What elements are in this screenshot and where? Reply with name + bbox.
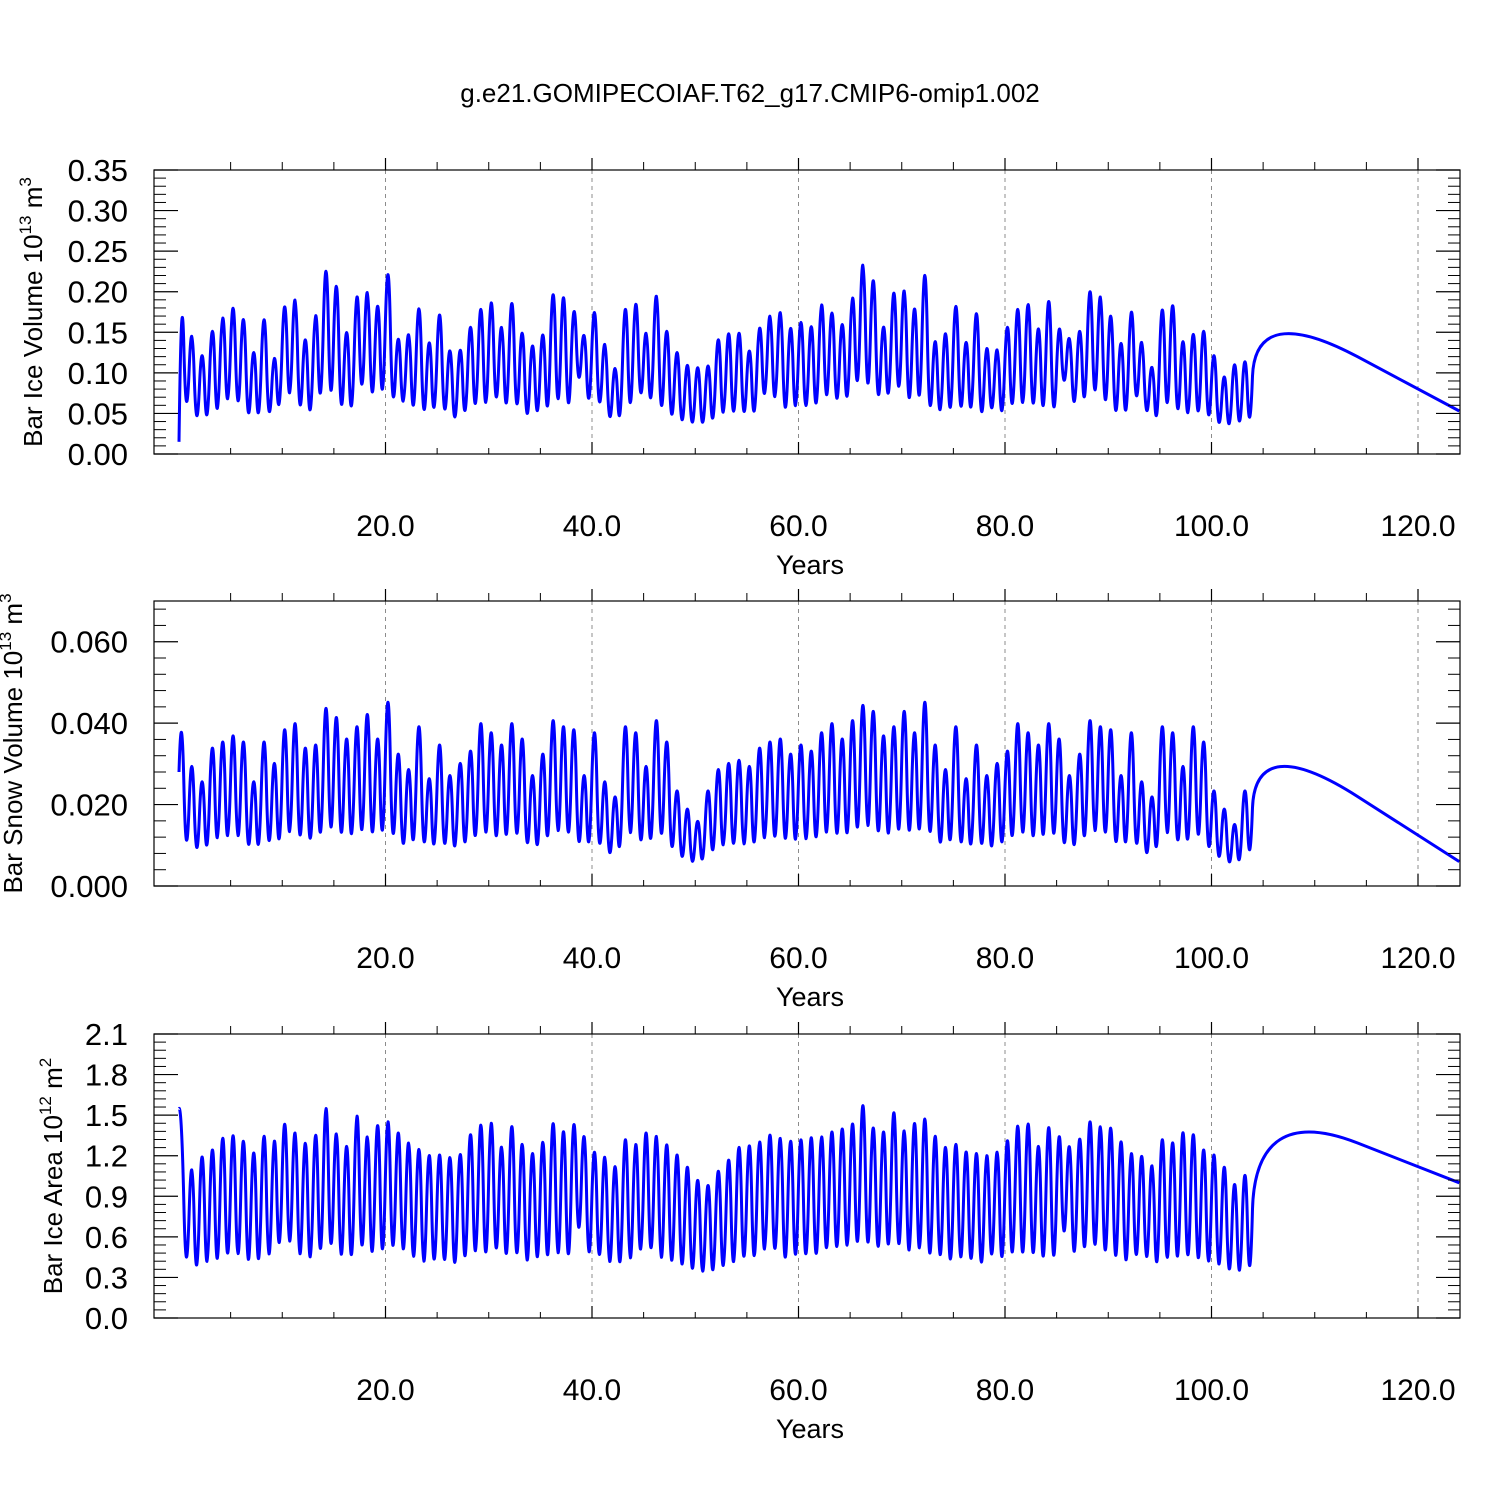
x-tick-label: 100.0	[1174, 510, 1249, 543]
x-tick-label: 100.0	[1174, 942, 1249, 975]
y-tick-label: 1.5	[85, 1098, 128, 1133]
series-line	[177, 1104, 1460, 1273]
y-axis-label-exponent: 12	[36, 1096, 55, 1115]
y-axis-label-unit: m	[0, 603, 28, 632]
x-tick-label: 40.0	[563, 942, 621, 975]
x-tick-label: 20.0	[356, 1374, 414, 1407]
y-axis-label-unit: m	[18, 187, 48, 216]
x-tick-label: 100.0	[1174, 1374, 1249, 1407]
x-tick-label: 80.0	[976, 1374, 1034, 1407]
y-tick-label: 1.8	[85, 1058, 128, 1093]
plot-frame	[153, 1033, 1461, 1319]
x-tick-label: 80.0	[976, 942, 1034, 975]
x-tick-label: 120.0	[1380, 510, 1455, 543]
y-axis-label-text: Bar Snow Volume 10	[0, 651, 28, 894]
y-tick-label: 0.25	[68, 234, 128, 269]
y-axis-label: Bar Ice Volume 1013 m3	[16, 177, 48, 447]
y-axis-label-text: Bar Ice Area 10	[38, 1115, 68, 1294]
x-axis-label: Years	[776, 550, 844, 580]
y-tick-label: 0.15	[68, 315, 128, 350]
y-tick-label: 0.00	[68, 437, 128, 472]
y-tick-label: 0.040	[50, 706, 128, 741]
y-tick-label: 0.30	[68, 194, 128, 229]
y-tick-label: 0.20	[68, 275, 128, 310]
y-tick-label: 0.0	[85, 1301, 128, 1336]
x-tick-label: 40.0	[563, 510, 621, 543]
y-tick-label: 1.2	[85, 1139, 128, 1174]
y-axis-label-exponent: 13	[16, 215, 35, 234]
y-axis-label-exponent: 13	[0, 632, 15, 651]
y-axis-label: Bar Ice Area 1012 m2	[36, 1058, 68, 1295]
y-tick-label: 0.020	[50, 788, 128, 823]
plot-frame	[153, 600, 1461, 887]
y-tick-label: 0.9	[85, 1179, 128, 1214]
plot-frame	[153, 169, 1461, 455]
x-tick-label: 60.0	[769, 1374, 827, 1407]
page-title: g.e21.GOMIPECOIAF.T62_g17.CMIP6-omip1.00…	[460, 78, 1040, 108]
x-tick-label: 20.0	[356, 942, 414, 975]
x-tick-label: 40.0	[563, 1374, 621, 1407]
x-tick-label: 120.0	[1380, 942, 1455, 975]
panel-snow-volume: 20.0 40.0 60.0 80.0 100.0 120.0 Years 0.000 0.02…	[0, 589, 1461, 1012]
y-tick-label: 0.05	[68, 396, 128, 431]
y-tick-label: 0.3	[85, 1260, 128, 1295]
y-tick-label: 0.000	[50, 869, 128, 904]
y-axis-label-unit-exponent: 3	[16, 177, 35, 186]
series-line	[177, 701, 1461, 864]
y-tick-label: 2.1	[85, 1017, 128, 1052]
y-axis-label-unit: m	[38, 1067, 68, 1096]
x-tick-label: 60.0	[769, 942, 827, 975]
x-tick-label: 120.0	[1380, 1374, 1455, 1407]
x-axis-label: Years	[776, 982, 844, 1012]
y-tick-label: 0.6	[85, 1220, 128, 1255]
y-axis-label-unit-exponent: 2	[36, 1058, 55, 1067]
x-tick-label: 60.0	[769, 510, 827, 543]
x-tick-label: 20.0	[356, 510, 414, 543]
x-tick-label: 80.0	[976, 510, 1034, 543]
panel-ice-volume: 20.0 40.0 60.0 80.0 100.0 120.0 Years 0.00 0.05 0…	[16, 153, 1461, 580]
y-tick-label: 0.35	[68, 153, 128, 188]
x-axis-label: Years	[776, 1414, 844, 1444]
series-line	[177, 263, 1461, 442]
panel-ice-area: 20.0 40.0 60.0 80.0 100.0 120.0 Years 0.0 0.3 0.6…	[36, 1017, 1461, 1444]
y-tick-label: 0.10	[68, 356, 128, 391]
y-axis-label: Bar Snow Volume 1013 m3	[0, 593, 28, 893]
y-axis-label-unit-exponent: 3	[0, 593, 15, 602]
y-tick-label: 0.060	[50, 625, 128, 660]
y-axis-label-text: Bar Ice Volume 10	[18, 234, 48, 446]
